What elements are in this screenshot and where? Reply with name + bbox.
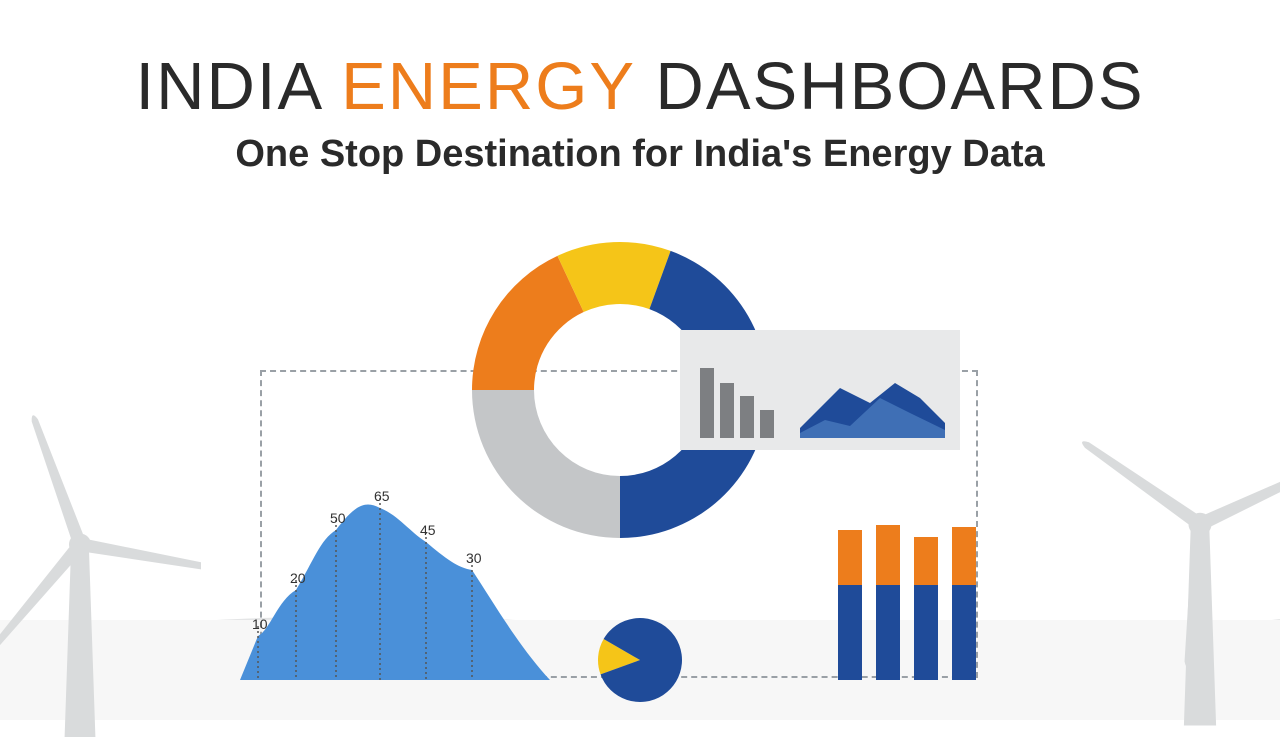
- area-chart-value: 45: [420, 522, 436, 538]
- title-part-1: INDIA: [135, 49, 341, 124]
- page-title: INDIA ENERGY DASHBOARDS: [0, 48, 1280, 125]
- page-subtitle: One Stop Destination for India's Energy …: [0, 133, 1280, 176]
- area-chart-value: 20: [290, 570, 306, 586]
- area-chart-value: 50: [330, 510, 346, 526]
- area-chart-value: 30: [466, 550, 482, 566]
- title-part-3: DASHBOARDS: [635, 49, 1145, 124]
- wind-turbine-right-icon: [1074, 335, 1280, 726]
- title-part-2: ENERGY: [341, 49, 635, 124]
- wind-turbine-left-icon: [0, 363, 201, 737]
- dashed-frame: [260, 370, 978, 678]
- area-chart-value: 65: [374, 488, 390, 504]
- header: INDIA ENERGY DASHBOARDS One Stop Destina…: [0, 0, 1280, 176]
- area-chart-value: 10: [252, 616, 268, 632]
